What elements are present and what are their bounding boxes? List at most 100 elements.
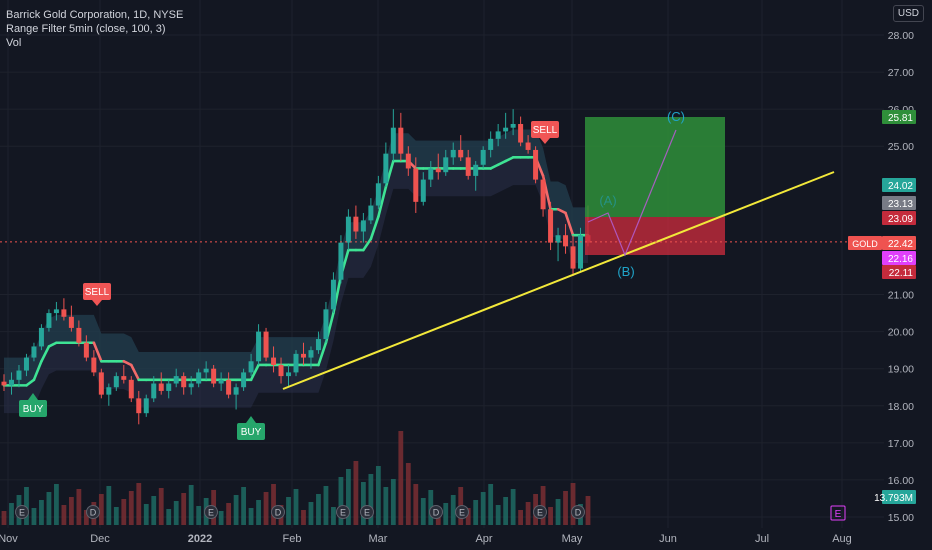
volume-bar — [1, 511, 7, 525]
candle-body — [533, 149, 539, 180]
price-label-text: 22.16 — [888, 254, 913, 265]
candle-body — [241, 372, 247, 388]
x-tick-label: Aug — [832, 533, 852, 545]
dividend-marker: D — [571, 505, 585, 519]
candle-body — [345, 216, 351, 243]
wave-label: (C) — [667, 109, 685, 124]
candle-body — [173, 376, 179, 384]
volume-bar — [331, 507, 336, 525]
dividend-marker: D — [271, 505, 285, 519]
volume-bar — [188, 485, 194, 525]
range-filter-line — [377, 185, 388, 218]
candle-body — [555, 235, 561, 243]
candle-body — [218, 379, 224, 384]
buy-signal: BUY — [19, 393, 47, 417]
volume-bar — [113, 507, 119, 525]
earnings-marker: E — [455, 505, 469, 519]
range-filter-line — [40, 345, 51, 363]
candle-body — [405, 153, 411, 169]
volume-bar — [181, 493, 187, 525]
wave-path — [587, 129, 677, 257]
volume-bar — [158, 488, 164, 525]
volume-bar — [128, 491, 134, 525]
trendline — [282, 171, 835, 390]
ticker-tag-label: GOLD — [852, 239, 878, 249]
candle-body — [488, 138, 494, 150]
event-label: E — [835, 509, 842, 520]
candle-body — [300, 353, 306, 358]
candle-body — [68, 316, 74, 328]
candle-body — [518, 123, 524, 143]
volume-bar — [353, 461, 359, 525]
signal-label: BUY — [23, 404, 44, 415]
volume-bar — [166, 509, 172, 525]
volume-bar — [256, 500, 261, 525]
x-tick-label: Dec — [90, 533, 110, 545]
volume-bar — [226, 503, 232, 525]
volume-bar — [24, 487, 29, 525]
candle-body — [458, 149, 464, 158]
price-label: 25.81 — [882, 110, 916, 124]
candle-body — [435, 168, 441, 173]
sell-signal: SELL — [531, 121, 559, 144]
currency-badge[interactable]: USD — [892, 5, 924, 22]
volume-bar — [495, 505, 501, 525]
price-label: 22.42 — [882, 236, 916, 250]
event-label: E — [340, 508, 346, 518]
candle-body — [23, 357, 29, 371]
buy-signal: BUY — [237, 416, 265, 440]
volume-bar — [136, 483, 142, 525]
volume-bar — [346, 469, 351, 525]
volume-label[interactable]: Vol — [6, 37, 22, 49]
volume-bar — [450, 495, 456, 525]
range-filter-line — [369, 215, 380, 241]
candle-body — [428, 168, 434, 180]
event-label: D — [575, 508, 582, 518]
candle-body — [570, 246, 576, 269]
y-tick-label: 27.00 — [888, 67, 914, 79]
price-label-text: 24.02 — [888, 181, 913, 192]
price-label-text: 23.09 — [888, 214, 913, 225]
candle-body — [413, 168, 419, 202]
indicator-label[interactable]: Range Filter 5min (close, 100, 3) — [6, 23, 166, 35]
volume-bar — [271, 484, 276, 525]
price-label-text: 23.13 — [888, 199, 913, 210]
chart-legend: Barrick Gold Corporation, 1D, NYSE Range… — [6, 8, 183, 50]
volume-bar — [585, 496, 591, 525]
volume-bar — [563, 491, 568, 525]
earnings-marker: E — [336, 505, 350, 519]
volume-bar — [173, 501, 179, 525]
volume-bar — [61, 505, 67, 525]
candle-body — [390, 127, 396, 154]
price-label-text: 22.42 — [888, 239, 913, 250]
range-filter-line — [556, 207, 567, 215]
volume-bar — [480, 492, 486, 525]
volume-bar — [301, 510, 306, 525]
volume-bar — [263, 492, 269, 525]
candle-body — [510, 123, 516, 128]
candle-body — [548, 209, 554, 243]
candle-body — [211, 368, 217, 384]
volume-bar — [151, 496, 157, 525]
candle-body — [495, 131, 501, 139]
range-filter-line — [25, 378, 36, 387]
event-label: E — [19, 508, 25, 518]
event-label: E — [208, 508, 214, 518]
symbol-title[interactable]: Barrick Gold Corporation, 1D, NYSE — [6, 9, 184, 21]
volume-bar — [390, 479, 396, 525]
volume-bar — [503, 497, 509, 525]
candle-body — [76, 327, 82, 343]
volume-bar — [68, 497, 74, 525]
volume-bar — [413, 484, 419, 525]
volume-bar — [540, 486, 546, 525]
candle-body — [398, 127, 404, 154]
candle-body — [578, 235, 584, 269]
x-tick-label: May — [562, 533, 583, 545]
x-tick-label: Apr — [475, 533, 492, 545]
candle-body — [196, 372, 202, 384]
y-tick-label: 21.00 — [888, 290, 914, 302]
candle-body — [151, 383, 157, 399]
candle-body — [338, 242, 344, 280]
price-label: 22.16 — [882, 251, 916, 265]
